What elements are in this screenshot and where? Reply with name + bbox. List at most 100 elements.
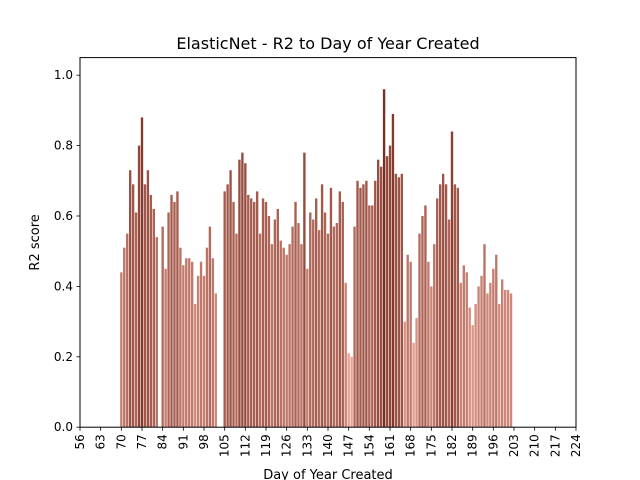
bar-day-178 <box>439 184 442 428</box>
x-tick-label: 70 <box>114 434 128 449</box>
y-tick-label: 0.2 <box>54 350 73 364</box>
bar-day-72 <box>126 233 129 428</box>
bar-day-144 <box>338 191 341 428</box>
bar-day-199 <box>501 279 504 428</box>
bar-day-158 <box>379 166 383 428</box>
bar-day-84 <box>161 226 164 428</box>
bar-day-107 <box>229 170 232 428</box>
bar-day-139 <box>323 212 327 428</box>
bar-day-91 <box>182 265 185 428</box>
bar-day-120 <box>267 216 271 428</box>
bar-day-188 <box>468 307 471 428</box>
bar-day-146 <box>344 282 347 428</box>
x-tick-label: 182 <box>445 434 459 457</box>
y-axis: 0.0 0.2 0.4 0.6 0.8 1.0 <box>54 68 80 434</box>
bar-day-102 <box>214 293 217 428</box>
x-tick-label: 196 <box>486 434 500 457</box>
bar-day-74 <box>131 184 135 428</box>
bar-day-118 <box>261 198 265 428</box>
bar-day-127 <box>288 244 291 428</box>
bar-day-154 <box>368 205 371 428</box>
bar-day-86 <box>167 212 170 428</box>
bar-day-88 <box>173 201 176 428</box>
bar-day-85 <box>164 268 167 428</box>
bar-day-157 <box>377 159 380 428</box>
y-tick-label: 0.6 <box>54 209 73 223</box>
bar-day-197 <box>495 254 498 428</box>
bar-day-198 <box>498 304 501 428</box>
x-tick-label: 217 <box>548 434 562 457</box>
y-tick-label: 1.0 <box>54 68 73 82</box>
bar-day-200 <box>503 289 507 428</box>
x-tick-label: 154 <box>362 434 376 457</box>
bar-day-133 <box>306 268 309 428</box>
bar-day-186 <box>462 265 465 428</box>
bar-day-123 <box>276 208 279 428</box>
bar-day-94 <box>191 261 194 428</box>
bar-day-182 <box>450 131 454 428</box>
bar-day-147 <box>347 353 350 428</box>
bar-day-105 <box>223 191 226 428</box>
bar-day-73 <box>129 170 132 428</box>
bar-day-109 <box>235 233 238 428</box>
bar-day-110 <box>238 159 241 428</box>
x-tick-label: 189 <box>466 434 480 457</box>
bar-day-131 <box>300 244 303 428</box>
bar-day-119 <box>264 201 268 428</box>
bar-day-75 <box>134 212 138 428</box>
bar-day-196 <box>492 268 495 428</box>
bar-day-111 <box>241 152 244 428</box>
bar-day-176 <box>433 244 436 428</box>
bar-day-156 <box>374 180 377 428</box>
bar-day-112 <box>244 163 247 428</box>
bar-day-71 <box>123 247 126 428</box>
bar-day-173 <box>424 205 427 428</box>
bar-day-82 <box>155 237 158 428</box>
bar-day-80 <box>149 194 153 428</box>
bar-day-90 <box>179 247 182 428</box>
bar-day-174 <box>427 261 430 428</box>
bar-day-113 <box>247 194 250 428</box>
bar-day-99 <box>205 247 209 428</box>
bar-day-98 <box>202 275 206 428</box>
bar-day-155 <box>371 205 374 428</box>
x-tick-label: 84 <box>156 434 170 449</box>
bar-day-177 <box>436 198 439 428</box>
bar-day-93 <box>188 258 191 428</box>
bar-day-162 <box>391 113 395 428</box>
bar-day-137 <box>317 230 321 428</box>
x-tick-label: 210 <box>528 434 542 457</box>
bar-day-165 <box>400 173 403 428</box>
x-tick-label: 126 <box>280 434 294 457</box>
x-tick-label: 77 <box>135 434 149 449</box>
x-tick-label: 133 <box>300 434 314 457</box>
bar-day-129 <box>294 201 297 428</box>
bar-day-136 <box>315 198 318 428</box>
bar-day-135 <box>312 219 315 428</box>
bar-day-106 <box>226 184 229 428</box>
chart-title: ElasticNet - R2 to Day of Year Created <box>176 34 479 53</box>
bar-day-77 <box>140 117 144 428</box>
bar-day-189 <box>471 325 474 428</box>
bar-day-161 <box>388 145 392 428</box>
bar-day-152 <box>362 184 365 428</box>
x-axis: 56 63 70 77 84 91 98 105 112 119 126 133 140 147 154 16… <box>73 427 583 457</box>
bar-day-117 <box>258 233 262 428</box>
bar-day-122 <box>273 219 277 428</box>
bar-day-87 <box>170 194 173 428</box>
bar-day-202 <box>509 293 513 428</box>
x-tick-label: 175 <box>424 434 438 457</box>
bar-day-171 <box>418 233 421 428</box>
x-tick-label: 98 <box>197 434 211 449</box>
y-tick-label: 0.8 <box>54 139 73 153</box>
bar-day-70 <box>120 272 123 428</box>
bar-day-141 <box>329 187 333 428</box>
bar-day-183 <box>453 184 457 428</box>
bar-day-92 <box>185 258 188 428</box>
bar-day-116 <box>255 191 259 428</box>
x-tick-label: 161 <box>383 434 397 457</box>
bar-day-108 <box>232 201 235 428</box>
bar-day-114 <box>250 198 253 428</box>
x-axis-label: Day of Year Created <box>263 468 393 480</box>
